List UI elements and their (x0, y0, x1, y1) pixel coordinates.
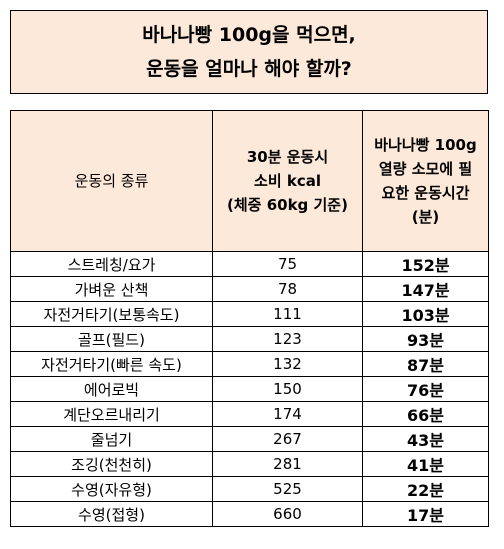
title-line-2: 운동을 얼마나 해야 할까? (146, 58, 352, 80)
kcal-cell: 78 (212, 276, 363, 302)
exercise-table: 운동의 종류 30분 운동시 소비 kcal (체중 60kg 기준) 바나나빵… (10, 110, 489, 527)
table-row: 스트레칭/요가 75 152분 (10, 251, 489, 277)
exercise-cell: 계단오르내리기 (10, 401, 213, 427)
minutes-cell: 87분 (362, 351, 489, 377)
table-row: 골프(필드) 123 93분 (10, 326, 489, 352)
exercise-cell: 자전거타기(보통속도) (10, 301, 213, 327)
header-minutes-line: (분) (411, 208, 440, 226)
table-row: 가벼운 산책 78 147분 (10, 276, 489, 302)
exercise-cell: 골프(필드) (10, 326, 213, 352)
kcal-cell: 150 (212, 376, 363, 402)
table-header-row: 운동의 종류 30분 운동시 소비 kcal (체중 60kg 기준) 바나나빵… (10, 110, 489, 252)
minutes-cell: 17분 (362, 501, 489, 527)
exercise-cell: 수영(자유형) (10, 476, 213, 502)
kcal-cell: 111 (212, 301, 363, 327)
kcal-cell: 75 (212, 251, 363, 277)
title-box: 바나나빵 100g을 먹으면, 운동을 얼마나 해야 할까? (10, 10, 488, 94)
header-kcal-line: (체중 60kg 기준) (227, 196, 348, 214)
table-row: 수영(접형) 660 17분 (10, 501, 489, 527)
header-minutes-line: 바나나빵 100g (374, 136, 477, 154)
header-minutes: 바나나빵 100g 열량 소모에 필 요한 운동시간 (분) (362, 110, 489, 252)
kcal-cell: 525 (212, 476, 363, 502)
exercise-cell: 조깅(천천히) (10, 451, 213, 477)
table-row: 자전거타기(빠른 속도) 132 87분 (10, 351, 489, 377)
kcal-cell: 660 (212, 501, 363, 527)
header-kcal: 30분 운동시 소비 kcal (체중 60kg 기준) (212, 110, 363, 252)
table-row: 에어로빅 150 76분 (10, 376, 489, 402)
header-exercise-type: 운동의 종류 (10, 110, 213, 252)
minutes-cell: 93분 (362, 326, 489, 352)
minutes-cell: 41분 (362, 451, 489, 477)
minutes-cell: 22분 (362, 476, 489, 502)
table-row: 줄넘기 267 43분 (10, 426, 489, 452)
kcal-cell: 123 (212, 326, 363, 352)
minutes-cell: 147분 (362, 276, 489, 302)
header-minutes-line: 열량 소모에 필 (378, 160, 473, 178)
minutes-cell: 66분 (362, 401, 489, 427)
exercise-cell: 자전거타기(빠른 속도) (10, 351, 213, 377)
table-row: 수영(자유형) 525 22분 (10, 476, 489, 502)
minutes-cell: 43분 (362, 426, 489, 452)
title-line-1: 바나나빵 100g을 먹으면, (142, 24, 356, 46)
kcal-cell: 132 (212, 351, 363, 377)
kcal-cell: 281 (212, 451, 363, 477)
minutes-cell: 103분 (362, 301, 489, 327)
header-kcal-line: 소비 kcal (254, 172, 321, 190)
kcal-cell: 174 (212, 401, 363, 427)
table-row: 조깅(천천히) 281 41분 (10, 451, 489, 477)
exercise-cell: 가벼운 산책 (10, 276, 213, 302)
table-row: 자전거타기(보통속도) 111 103분 (10, 301, 489, 327)
exercise-cell: 줄넘기 (10, 426, 213, 452)
exercise-cell: 수영(접형) (10, 501, 213, 527)
exercise-cell: 스트레칭/요가 (10, 251, 213, 277)
minutes-cell: 76분 (362, 376, 489, 402)
header-minutes-line: 요한 운동시간 (381, 184, 470, 202)
kcal-cell: 267 (212, 426, 363, 452)
minutes-cell: 152분 (362, 251, 489, 277)
exercise-cell: 에어로빅 (10, 376, 213, 402)
header-kcal-line: 30분 운동시 (246, 148, 329, 166)
table-row: 계단오르내리기 174 66분 (10, 401, 489, 427)
